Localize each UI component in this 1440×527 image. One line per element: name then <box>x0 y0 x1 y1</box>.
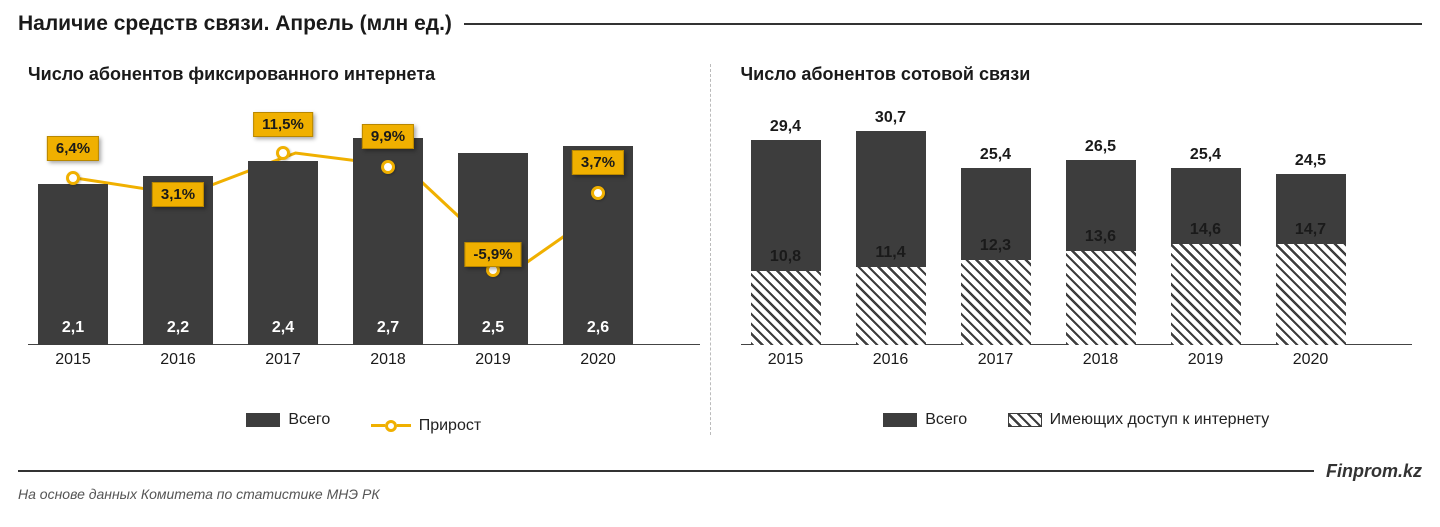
legend-item-total: Всего <box>246 411 330 429</box>
bar-internet-label: 14,6 <box>1190 221 1221 239</box>
bar-value-label: 2,1 <box>62 319 84 337</box>
charts-row: Число абонентов фиксированного интернета… <box>18 64 1422 435</box>
right-chart-subtitle: Число абонентов сотовой связи <box>741 64 1413 85</box>
bar-internet-label: 14,7 <box>1295 221 1326 239</box>
x-tick-label: 2015 <box>38 351 108 369</box>
left-chart-subtitle: Число абонентов фиксированного интернета <box>28 64 700 85</box>
legend-label: Всего <box>925 411 967 429</box>
growth-callout: 9,9% <box>362 124 414 149</box>
swatch-bar-icon <box>246 413 280 427</box>
bar-total-label: 24,5 <box>1295 152 1326 170</box>
bar-internet-label: 11,4 <box>875 244 905 262</box>
swatch-line-icon <box>371 420 411 432</box>
bar <box>563 146 633 345</box>
bar-total-label: 26,5 <box>1085 138 1116 156</box>
x-tick-label: 2019 <box>458 351 528 369</box>
bar-segment-internet <box>961 259 1031 345</box>
line-marker <box>381 160 395 174</box>
swatch-bar-icon <box>883 413 917 427</box>
x-tick-label: 2020 <box>1276 351 1346 369</box>
left-x-axis: 2015 2016 2017 2018 2019 2020 <box>28 351 700 375</box>
swatch-hatch-icon <box>1008 413 1042 427</box>
growth-callout: 3,7% <box>572 150 624 175</box>
left-chart-plot: 2,1 2,2 2,4 2,7 2,5 2,6 6,4% 3,1% 11,5% 9,9% -5,9%… <box>28 115 700 345</box>
right-x-axis: 2015 2016 2017 2018 2019 2020 <box>741 351 1413 375</box>
growth-callout: 3,1% <box>152 182 204 207</box>
source-note: На основе данных Комитета по статистике … <box>18 486 1422 502</box>
growth-callout: -5,9% <box>464 242 521 267</box>
legend-item-total: Всего <box>883 411 967 429</box>
x-tick-label: 2015 <box>751 351 821 369</box>
left-chart-panel: Число абонентов фиксированного интернета… <box>18 64 710 435</box>
footer-line <box>18 470 1314 472</box>
bar-value-label: 2,5 <box>482 319 504 337</box>
x-tick-label: 2017 <box>961 351 1031 369</box>
growth-callout: 6,4% <box>47 136 99 161</box>
bar-value-label: 2,4 <box>272 319 294 337</box>
bar-total-label: 29,4 <box>770 118 801 136</box>
bar-segment-internet <box>1171 243 1241 345</box>
x-tick-label: 2020 <box>563 351 633 369</box>
x-tick-label: 2018 <box>353 351 423 369</box>
title-row: Наличие средств связи. Апрель (млн ед.) <box>18 12 1422 36</box>
legend-label: Всего <box>288 411 330 429</box>
x-tick-label: 2017 <box>248 351 318 369</box>
bar-total-label: 30,7 <box>875 109 906 127</box>
legend-label: Прирост <box>419 417 481 435</box>
bar-value-label: 2,6 <box>587 319 609 337</box>
bar-internet-label: 13,6 <box>1085 228 1116 246</box>
bar-value-label: 2,7 <box>377 319 399 337</box>
x-tick-label: 2018 <box>1066 351 1136 369</box>
footer-rule: Finprom.kz <box>18 461 1422 482</box>
bar-value-label: 2,2 <box>167 319 189 337</box>
bar <box>248 161 318 345</box>
bar-total-label: 25,4 <box>980 146 1011 164</box>
bar-internet-label: 10,8 <box>770 248 801 266</box>
legend-item-growth: Прирост <box>371 417 481 435</box>
x-tick-label: 2019 <box>1171 351 1241 369</box>
right-chart-plot: 29,410,830,711,425,412,326,513,625,414,6… <box>741 115 1413 345</box>
right-chart-panel: Число абонентов сотовой связи 29,4 10,8 30… <box>710 64 1423 435</box>
bar-internet-label: 12,3 <box>980 237 1011 255</box>
right-legend: Всего Имеющих доступ к интернету <box>741 411 1413 432</box>
growth-callout: 11,5% <box>253 112 313 137</box>
bar-segment-internet <box>1066 250 1136 345</box>
page-title: Наличие средств связи. Апрель (млн ед.) <box>18 12 452 36</box>
footer: Finprom.kz На основе данных Комитета по … <box>18 461 1422 502</box>
line-marker <box>66 171 80 185</box>
bar-segment-internet <box>856 266 926 345</box>
x-tick-label: 2016 <box>856 351 926 369</box>
line-marker <box>591 186 605 200</box>
brand-label: Finprom.kz <box>1326 461 1422 482</box>
line-marker <box>276 146 290 160</box>
bar-total-label: 25,4 <box>1190 146 1221 164</box>
title-rule <box>464 23 1422 25</box>
legend-item-internet: Имеющих доступ к интернету <box>1008 411 1270 429</box>
left-legend: Всего Прирост <box>28 411 700 435</box>
bar-segment-internet <box>751 270 821 345</box>
bar-segment-internet <box>1276 243 1346 345</box>
legend-label: Имеющих доступ к интернету <box>1050 411 1270 429</box>
x-tick-label: 2016 <box>143 351 213 369</box>
